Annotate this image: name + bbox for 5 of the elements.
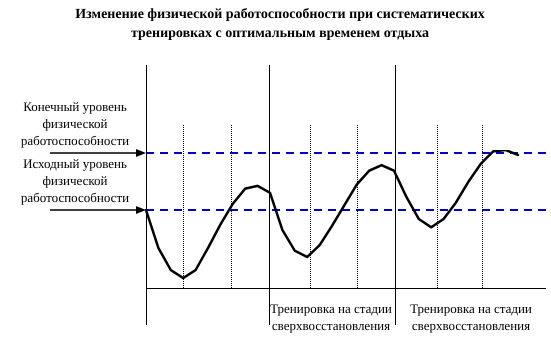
text: Тренировка на стадии сверхвосстановления [269, 300, 393, 334]
ref-line-label: Исходный уровень физической работоспособности [20, 155, 130, 206]
ref-line-label: Конечный уровень физической работоспособности [20, 98, 130, 150]
chart-title: Изменение физической работоспособности при систематических тренировках с оптимальным временем отдыха [74, 6, 486, 43]
text: Тренировка на стадии сверхвосстановления [409, 300, 533, 334]
